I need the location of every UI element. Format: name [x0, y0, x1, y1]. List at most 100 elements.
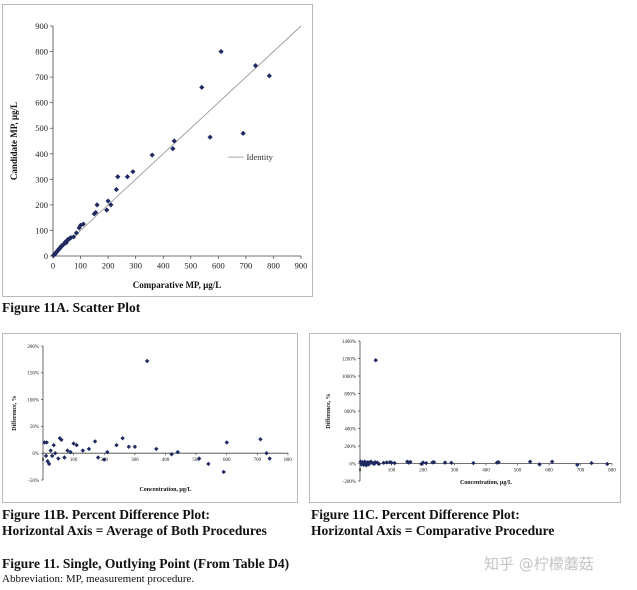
chart-b-data-point — [48, 448, 53, 453]
zhihu-watermark: 知乎 @柠檬蘑菇 — [484, 555, 594, 573]
chart-a-data-point — [71, 234, 77, 240]
chart-a-data-point — [240, 130, 246, 136]
chart-a-x-tick-label: 600 — [212, 261, 225, 271]
chart-a-data-point — [73, 230, 80, 236]
chart-a-data-point — [199, 84, 205, 90]
chart-c-data-point — [360, 460, 366, 466]
chart-a-data-point — [149, 152, 155, 158]
chart-c-data-point — [442, 460, 448, 465]
chart-b-frame: 0100200300400500600700800-50%0%50%100%15… — [2, 333, 298, 503]
chart-b-data-point — [175, 449, 180, 455]
chart-c-data-point — [373, 358, 378, 363]
chart-c-x-tick-label: 800 — [608, 469, 616, 474]
chart-c-data-point — [605, 461, 610, 467]
chart-a-x-tick-label: 800 — [267, 261, 280, 271]
chart-c-data-point — [471, 460, 476, 466]
chart-a-data-point — [113, 186, 119, 193]
chart-b-x-tick-label: 800 — [284, 458, 292, 463]
chart-a-x-tick-label: 700 — [240, 261, 253, 271]
chart-a-y-tick-label: 100 — [35, 225, 48, 235]
chart-b-y-tick-label: 150% — [27, 372, 39, 377]
chart-b-y-tick-label: 0% — [32, 452, 39, 457]
chart-b-data-point — [258, 437, 263, 442]
chart-a-legend-label: Identity — [246, 152, 273, 162]
chart-a-y-tick-label: 900 — [35, 21, 48, 31]
chart-c-data-point — [358, 459, 363, 464]
chart-b-data-point — [65, 448, 70, 453]
chart-b-data-point — [114, 442, 119, 448]
chart-a-y-tick-label: 800 — [35, 47, 48, 57]
chart-b-data-point — [59, 437, 64, 442]
chart-c-y-tick-label: 1000% — [342, 375, 356, 380]
chart-a-data-point — [252, 63, 259, 69]
chart-a-data-point — [130, 169, 136, 175]
chart-c-y-axis-label: Difference, % — [326, 393, 332, 429]
chart-b-data-point — [132, 444, 138, 449]
chart-c-x-tick-label: 300 — [451, 469, 459, 474]
chart-b-x-tick-label: 700 — [254, 458, 262, 463]
chart-a-data-point — [94, 202, 100, 208]
chart-a-y-tick-label: 300 — [35, 174, 48, 184]
chart-c-data-point — [449, 460, 454, 465]
chart-b-data-point — [56, 456, 61, 461]
chart-b-data-point — [92, 439, 98, 444]
chart-b-data-point — [62, 455, 67, 460]
chart-c-percent-difference-plot: 0 100 200 300 400 500 600 700 800 -200% 0% 200% 400%… — [326, 340, 616, 486]
chart-c-x-tick-label: 0 — [359, 469, 362, 474]
chart-b-y-tick-label: 200% — [27, 345, 39, 350]
chart-a-x-tick-label: 500 — [184, 261, 197, 271]
chart-c-y-tick-label: 0% — [349, 462, 356, 467]
chart-c-y-tick-label: 1400% — [342, 340, 356, 345]
chart-a-x-tick-label: 300 — [129, 261, 142, 271]
chart-a-data-point — [207, 134, 213, 140]
chart-a-data-point — [108, 202, 114, 208]
chart-b-data-point — [126, 444, 131, 449]
chart-b-data-point — [206, 461, 211, 467]
chart-c-data-point — [371, 461, 377, 467]
chart-b-data-point — [43, 453, 49, 459]
chart-b-data-point — [154, 446, 159, 452]
chart-c-y-tick-label: -200% — [343, 480, 356, 485]
chart-a-y-tick-label: 700 — [35, 72, 48, 82]
chart-a-x-tick-label: 200 — [102, 261, 115, 271]
chart-b-data-point — [105, 449, 110, 455]
caption-figure-11a: Figure 11A. Scatter Plot — [2, 300, 141, 315]
chart-a-scatter-plot: 0 100 200 300 400 500 600 700 800 900 0 100 200 300 40… — [9, 21, 308, 290]
chart-c-data-point — [420, 460, 426, 465]
chart-c-data-point — [389, 460, 394, 465]
chart-b-y-tick-label: -50% — [28, 479, 39, 484]
chart-b-data-point — [95, 455, 101, 460]
chart-a-data-point — [104, 207, 110, 213]
chart-b-data-point — [68, 449, 73, 455]
chart-a-identity-line — [52, 25, 302, 257]
chart-c-data-point — [423, 460, 429, 466]
chart-c-data-point — [384, 460, 389, 465]
chart-c-data-point — [368, 459, 374, 464]
chart-b-x-tick-label: 300 — [131, 458, 139, 463]
chart-c-data-point — [372, 459, 378, 465]
chart-a-y-tick-label: 400 — [35, 149, 48, 159]
chart-c-data-point — [419, 461, 424, 467]
chart-b-data-point — [53, 451, 58, 456]
chart-b-x-tick-label: 100 — [70, 458, 78, 463]
chart-c-y-tick-label: 1200% — [342, 357, 356, 362]
chart-b-data-point — [102, 457, 107, 462]
chart-a-data-point — [171, 138, 177, 144]
chart-a-x-tick-label: 400 — [157, 261, 170, 271]
chart-a-x-tick-label: 900 — [295, 261, 308, 271]
chart-c-data-point — [361, 462, 366, 468]
chart-b-y-tick-label: 100% — [27, 398, 39, 403]
chart-b-data-point — [144, 358, 150, 364]
chart-b-x-tick-label: 400 — [162, 458, 170, 463]
chart-b-data-point — [120, 435, 125, 441]
chart-c-data-point — [392, 460, 397, 466]
chart-b-x-axis-label: Concentration, µg/L — [139, 487, 191, 493]
chart-a-data-point — [80, 221, 86, 227]
chart-a-data-point — [93, 209, 99, 216]
chart-c-data-point — [406, 460, 412, 465]
chart-b-percent-difference-plot: 0100200300400500600700800-50%0%50%100%15… — [12, 345, 292, 493]
chart-c-x-tick-label: 100 — [388, 469, 396, 474]
chart-c-data-point — [575, 462, 580, 468]
chart-c-data-point — [589, 460, 594, 466]
chart-b-y-axis-label: Difference, % — [12, 395, 18, 431]
